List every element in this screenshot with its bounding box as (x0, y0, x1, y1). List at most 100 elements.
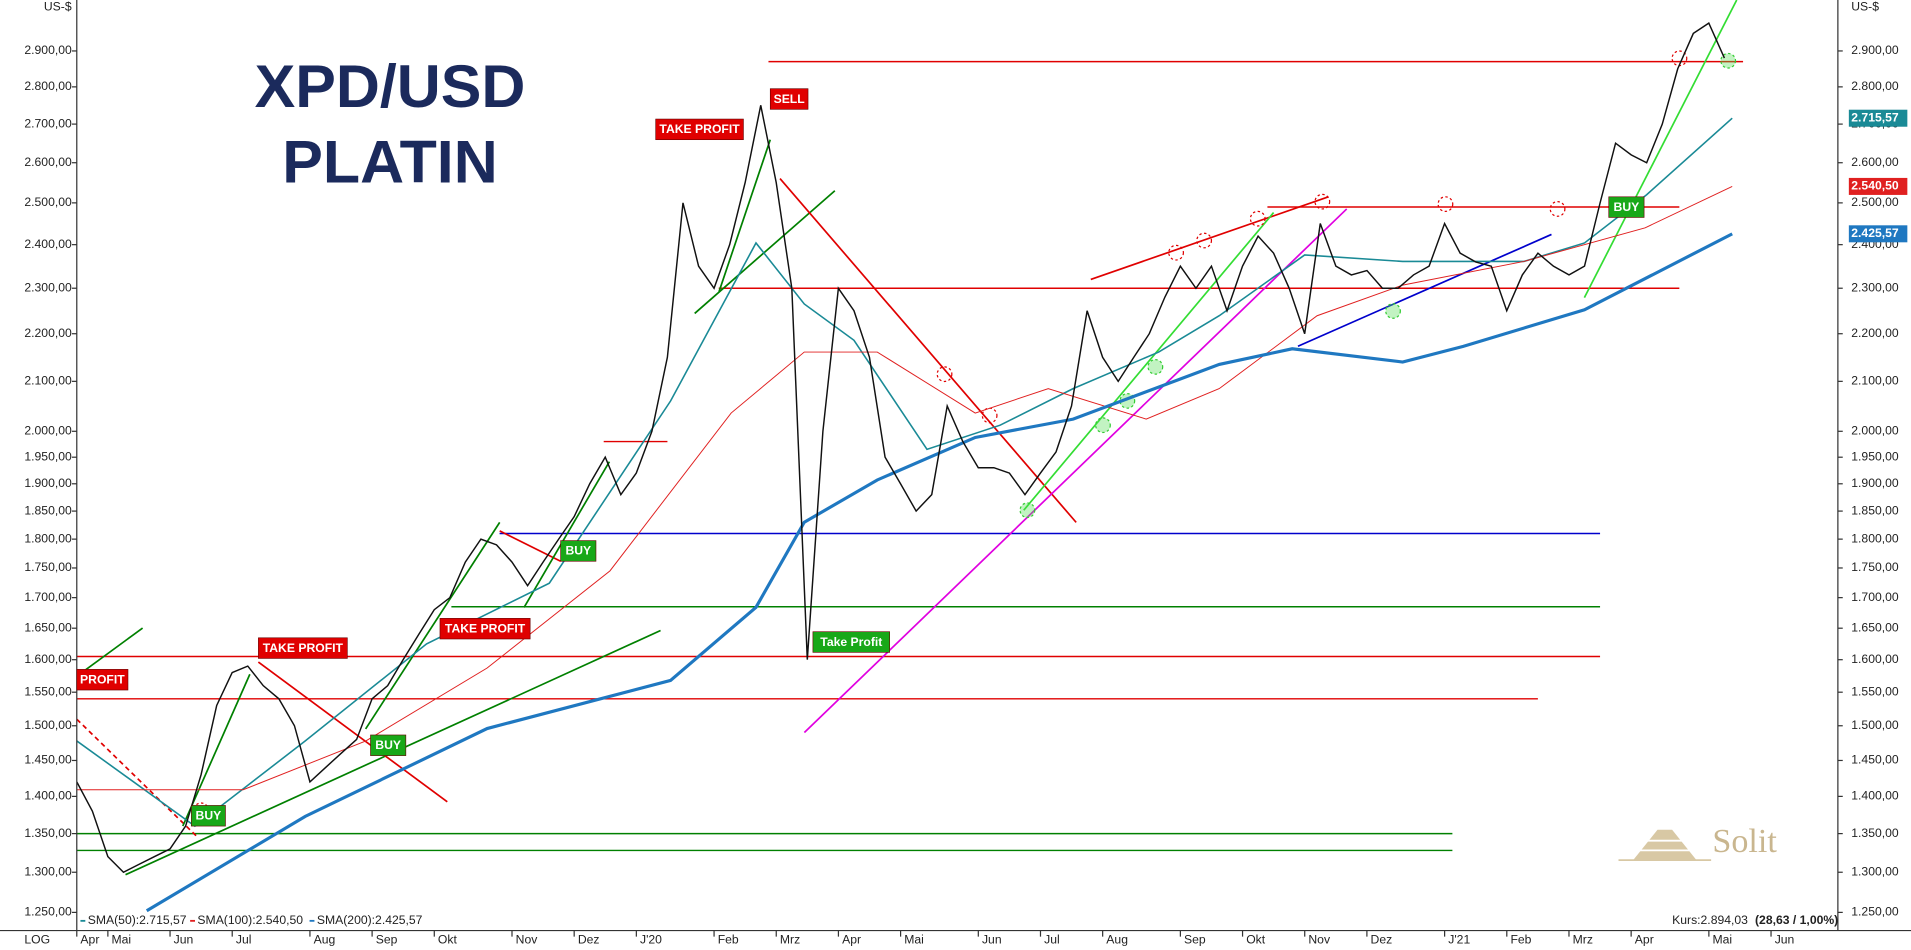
y2-tick-label: 1.800,00 (1851, 531, 1899, 545)
annotation-label: BUY (565, 544, 591, 558)
x-tick-label: Dez (578, 933, 600, 947)
annotation-box (258, 637, 348, 659)
y2-tick-label: 1.750,00 (1851, 560, 1899, 574)
y-tick-label: 1.900,00 (24, 476, 72, 490)
y-tick-label: 1.450,00 (24, 753, 72, 767)
y-tick-label: 2.200,00 (24, 326, 72, 340)
y2-tick-label: 2.200,00 (1851, 326, 1899, 340)
last-value-box (1848, 109, 1908, 127)
sma-line (76, 186, 1733, 791)
x-tick-label: Apr (80, 933, 99, 947)
annotation-box (370, 734, 407, 756)
quote-change: (28,63 / 1,00%) (1755, 913, 1838, 927)
signal-marker (1019, 502, 1036, 519)
x-tick-label: Jul (1044, 933, 1060, 947)
last-value-box (1848, 177, 1908, 195)
y-tick-label: 2.500,00 (24, 195, 72, 209)
x-tick-label: Jun (174, 933, 194, 947)
trend-line (1583, 0, 1738, 299)
sma-line (145, 232, 1733, 913)
quote: Kurs:2.894,03 (1672, 913, 1748, 927)
logo: Solit (1618, 823, 1777, 862)
signal-marker (1095, 417, 1111, 434)
y2-tick-label: 1.250,00 (1851, 905, 1899, 919)
y-axis-unit: US-$ (44, 0, 72, 13)
x-tick-label: Okt (1246, 933, 1266, 947)
annotation-label: Take Profit (820, 635, 882, 649)
annotation-label: TAKE PROFIT (445, 622, 526, 636)
x-tick-label: Mai (1713, 933, 1733, 947)
y2-tick-label: 2.900,00 (1851, 43, 1899, 57)
x-tick-label: Mai (904, 933, 924, 947)
y-tick-label: 1.700,00 (24, 590, 72, 604)
trend-line (499, 530, 562, 563)
y2-tick-label: 1.350,00 (1851, 826, 1899, 840)
x-tick-label: Okt (438, 933, 458, 947)
annotation-label: BUY (196, 809, 222, 823)
trend-line (82, 627, 144, 673)
x-tick-label: J'20 (640, 933, 662, 947)
x-tick-label: Apr (842, 933, 861, 947)
annotation-box (76, 669, 129, 691)
y-tick-label: 1.950,00 (24, 449, 72, 463)
y-tick-label: 1.350,00 (24, 826, 72, 840)
y-tick-label: 2.600,00 (24, 155, 72, 169)
y2-tick-label: 1.850,00 (1851, 503, 1899, 517)
x-tick-label: J'21 (1448, 933, 1470, 947)
y2-axis-unit: US-$ (1851, 0, 1879, 13)
y-tick-label: 1.800,00 (24, 531, 72, 545)
signal-marker (1249, 210, 1266, 227)
x-tick-label: Feb (1510, 933, 1531, 947)
trend-line (1090, 196, 1329, 281)
scale-label: LOG (24, 933, 50, 947)
x-tick-label: Mrz (1573, 933, 1593, 947)
trend-line (1023, 212, 1275, 511)
y-tick-label: 1.850,00 (24, 503, 72, 517)
price-line (76, 21, 1726, 874)
annotation-box (812, 631, 890, 653)
legend-label: SMA(50):2.715,57 (88, 913, 187, 927)
logo-text: Solit (1712, 823, 1777, 860)
annotation-label: BUY (1614, 200, 1640, 214)
x-tick-label: Mai (112, 933, 132, 947)
trend-line (257, 661, 448, 803)
x-tick-label: Nov (1308, 933, 1331, 947)
x-tick-label: Sep (376, 933, 398, 947)
y-tick-label: 2.800,00 (24, 79, 72, 93)
y-tick-label: 2.900,00 (24, 43, 72, 57)
annotation-label: PROFIT (80, 673, 125, 687)
trend-line (779, 178, 1077, 523)
last-value-label: 2.540,50 (1851, 179, 1899, 193)
annotation-box (1608, 196, 1645, 218)
y-tick-label: 2.300,00 (24, 280, 72, 294)
y-tick-label: 1.750,00 (24, 560, 72, 574)
x-tick-label: Nov (516, 933, 539, 947)
y-tick-label: 1.300,00 (24, 864, 72, 878)
legend-label: SMA(100):2.540,50 (197, 913, 303, 927)
signal-marker (1196, 232, 1213, 249)
trend-line (803, 208, 1348, 734)
y-tick-label: 1.550,00 (24, 684, 72, 698)
y2-tick-label: 1.500,00 (1851, 718, 1899, 732)
y-tick-label: 1.250,00 (24, 905, 72, 919)
logo-mark (1633, 829, 1697, 861)
y2-tick-label: 2.800,00 (1851, 79, 1899, 93)
plot-area (76, 0, 1744, 913)
trend-line (364, 521, 501, 730)
annotation-box (655, 118, 744, 141)
annotation-label: TAKE PROFIT (263, 641, 344, 655)
annotation-box (191, 805, 226, 827)
x-tick-label: Aug (1106, 933, 1128, 947)
y2-tick-label: 1.950,00 (1851, 449, 1899, 463)
y-tick-label: 1.400,00 (24, 789, 72, 803)
signal-marker (1314, 193, 1331, 210)
y-tick-label: 2.000,00 (24, 424, 72, 438)
trend-line (718, 139, 772, 292)
y-tick-label: 2.100,00 (24, 374, 72, 388)
y2-tick-label: 1.550,00 (1851, 684, 1899, 698)
x-tick-label: Mrz (780, 933, 800, 947)
trend-line (1297, 233, 1552, 348)
